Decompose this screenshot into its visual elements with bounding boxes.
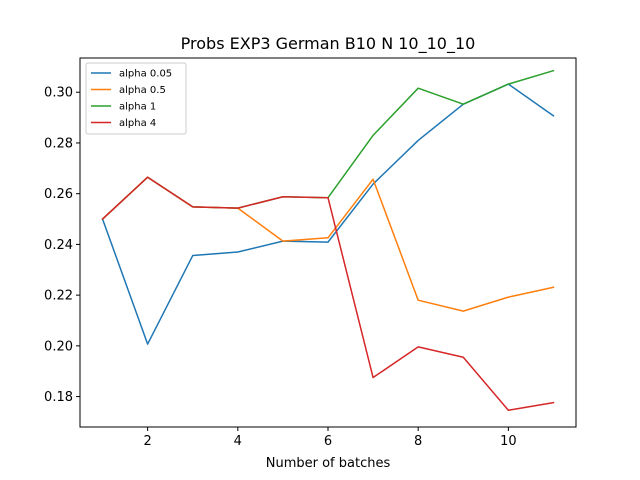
y-tick-label: 0.26 [44, 187, 73, 202]
y-tick-label: 0.24 [44, 238, 73, 253]
series-line [101, 176, 555, 412]
legend-label: alpha 0.05 [119, 69, 172, 80]
y-axis: 0.18 0.20 0.22 0.24 0.26 0.28 0.30 [44, 86, 80, 405]
y-tick-label: 0.30 [44, 86, 73, 101]
x-tick-label: 2 [143, 434, 151, 449]
y-tick-label: 0.20 [44, 339, 73, 354]
plot-frame [79, 57, 577, 428]
x-tick-label: 6 [324, 434, 332, 449]
chart-title: Probs EXP3 German B10 N 10_10_10 [181, 34, 476, 54]
y-tick-label: 0.18 [44, 390, 73, 405]
y-tick-label: 0.22 [44, 289, 73, 304]
series-lines [101, 69, 555, 412]
legend: alpha 0.05 alpha 0.5 alpha 1 alpha 4 [85, 62, 187, 135]
legend-box [85, 62, 187, 135]
x-tick-label: 4 [234, 434, 242, 449]
x-tick-label: 8 [414, 434, 422, 449]
x-tick-label: 10 [500, 434, 517, 449]
legend-label: alpha 4 [119, 118, 156, 129]
x-axis-label: Number of batches [266, 456, 391, 471]
legend-label: alpha 0.5 [119, 85, 166, 96]
y-tick-label: 0.28 [44, 136, 73, 151]
legend-label: alpha 1 [119, 102, 156, 113]
x-axis: 2 4 6 8 10 [143, 427, 517, 449]
